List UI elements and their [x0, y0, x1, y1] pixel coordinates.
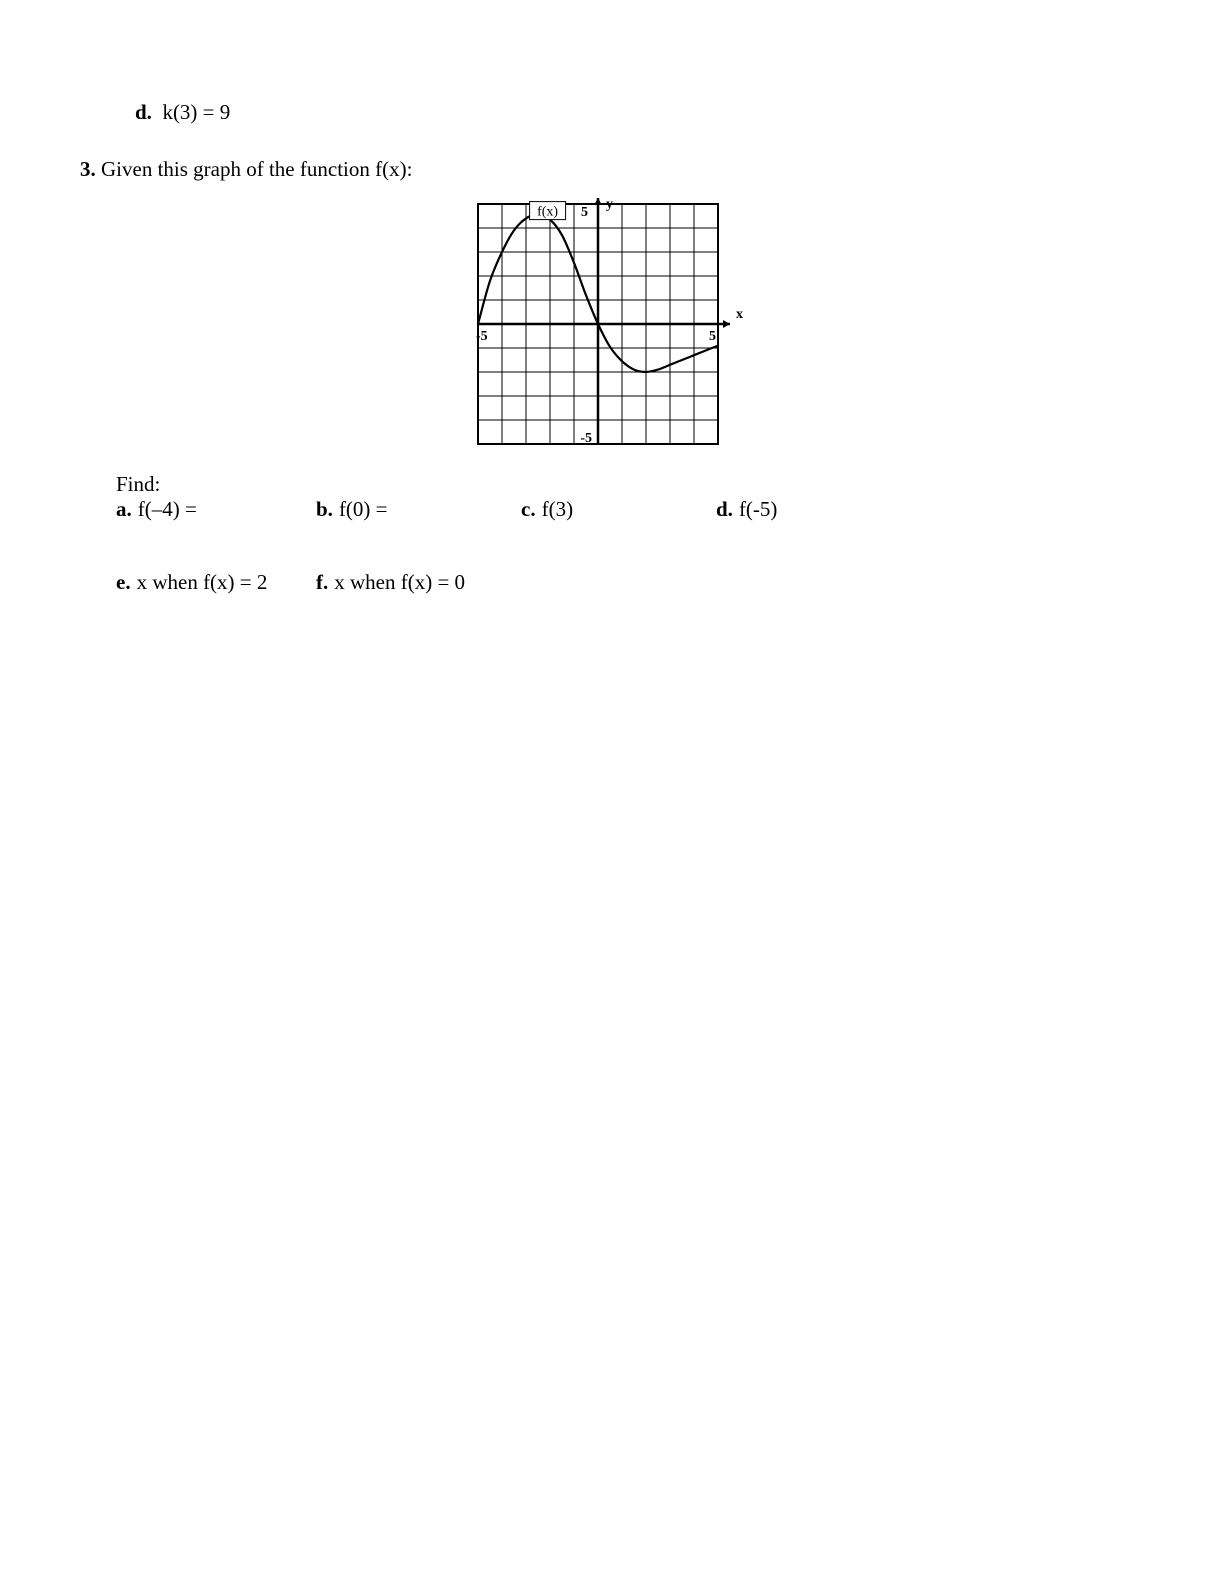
svg-text:-5: -5 [580, 431, 592, 446]
question-text: f(3) [542, 497, 573, 522]
question-letter: d. [716, 497, 733, 522]
svg-text:5: 5 [709, 329, 716, 344]
question-number: 3. [80, 157, 96, 181]
question-3-prompt: 3. Given this graph of the function f(x)… [80, 157, 1144, 182]
question-b: b. f(0) = [316, 497, 521, 522]
item-letter: d. [135, 100, 152, 124]
item-text: k(3) = 9 [162, 100, 230, 124]
question-text: f(0) = [339, 497, 388, 522]
question-letter: b. [316, 497, 333, 522]
svg-text:-5: -5 [476, 329, 488, 344]
question-text: f(-5) [739, 497, 777, 522]
question-letter: f. [316, 570, 328, 595]
question-f: f. x when f(x) = 0 [316, 570, 465, 595]
svg-text:y: y [606, 197, 613, 212]
question-text: x when f(x) = 0 [334, 570, 465, 595]
question-text: x when f(x) = 2 [137, 570, 268, 595]
question-text: Given this graph of the function f(x): [101, 157, 412, 181]
previous-item-d: d. k(3) = 9 [135, 100, 1144, 125]
find-block: Find: a. f(–4) = b. f(0) = c. f(3) d. f(… [116, 472, 1144, 595]
find-label: Find: [116, 472, 1144, 497]
questions-row-2: e. x when f(x) = 2 f. x when f(x) = 0 [116, 570, 1144, 595]
svg-text:5: 5 [581, 205, 588, 220]
question-text: f(–4) = [138, 497, 197, 522]
function-graph: x y -5 5 5 -5 f(x) [472, 196, 752, 452]
question-letter: e. [116, 570, 131, 595]
question-letter: c. [521, 497, 536, 522]
svg-text:x: x [736, 307, 743, 322]
graph-container: x y -5 5 5 -5 f(x) [80, 196, 1144, 452]
question-a: a. f(–4) = [116, 497, 316, 522]
question-e: e. x when f(x) = 2 [116, 570, 316, 595]
questions-row-1: a. f(–4) = b. f(0) = c. f(3) d. f(-5) [116, 497, 1144, 522]
question-d: d. f(-5) [716, 497, 777, 522]
question-letter: a. [116, 497, 132, 522]
question-c: c. f(3) [521, 497, 716, 522]
svg-text:f(x): f(x) [537, 205, 558, 220]
